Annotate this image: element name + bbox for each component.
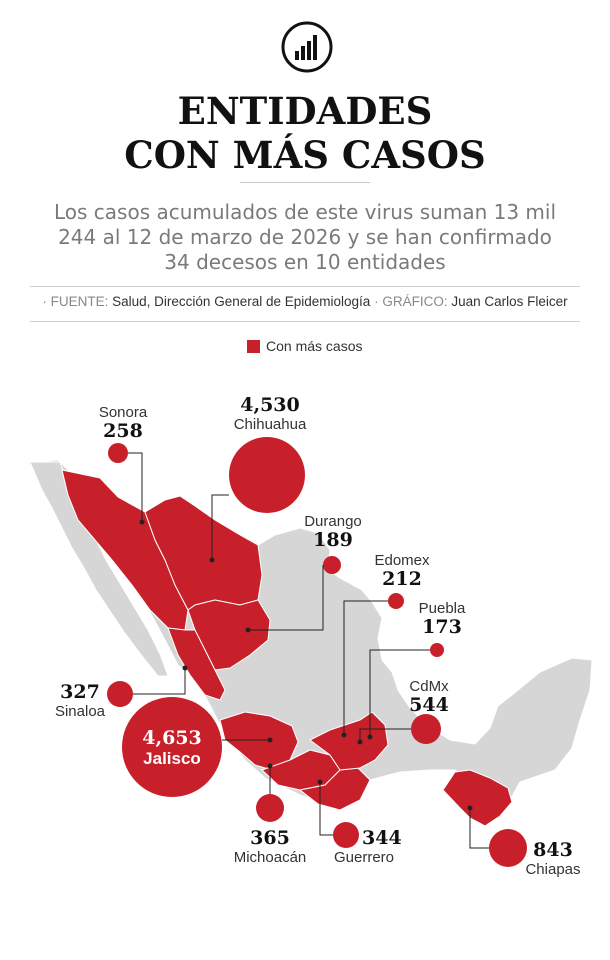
label-michoacan-value: 365 bbox=[250, 827, 290, 849]
credits-bottom-divider bbox=[30, 321, 580, 322]
state-center-cluster bbox=[309, 711, 389, 771]
subtitle-line2: 244 al 12 de marzo de 2026 y se han conf… bbox=[58, 225, 552, 249]
label-chihuahua-name: Chihuahua bbox=[233, 416, 307, 433]
dot-durango bbox=[245, 627, 251, 633]
label-chiapas-value: 843 bbox=[533, 839, 573, 861]
leader-chihuahua bbox=[211, 494, 229, 560]
label-chiapas: 843 Chiapas bbox=[520, 839, 586, 879]
dot-cdmx bbox=[357, 739, 363, 745]
label-chiapas-name: Chiapas bbox=[525, 861, 581, 878]
dot-puebla bbox=[367, 734, 373, 740]
leader-sinaloa bbox=[133, 668, 186, 695]
leader-durango bbox=[248, 565, 324, 631]
label-edomex: Edomex 212 bbox=[362, 552, 442, 590]
bubble-sinaloa bbox=[107, 681, 133, 707]
dot-chihuahua bbox=[209, 557, 215, 563]
label-guerrero-name: Guerrero bbox=[334, 849, 395, 866]
label-sonora-name: Sonora bbox=[98, 404, 148, 421]
label-guerrero-value: 344 bbox=[362, 827, 402, 849]
bar-chart-logo-icon bbox=[281, 21, 333, 73]
dot-sonora bbox=[139, 519, 145, 525]
label-sonora: Sonora 258 bbox=[80, 404, 166, 442]
credits: · FUENTE: Salud, Dirección General de Ep… bbox=[42, 294, 568, 309]
subtitle-line3: 34 decesos en 10 entidades bbox=[164, 250, 446, 274]
graphic-key: GRÁFICO: bbox=[382, 294, 448, 309]
dot-sinaloa bbox=[182, 665, 188, 671]
subtitle-line1: Los casos acumulados de este virus suman… bbox=[53, 200, 557, 224]
state-guerrero bbox=[298, 767, 371, 811]
credits-top-divider bbox=[30, 286, 580, 287]
label-jalisco-value: 4,653 bbox=[142, 727, 202, 749]
dot-chiapas bbox=[467, 805, 473, 811]
dot-guerrero bbox=[317, 779, 323, 785]
label-edomex-value: 212 bbox=[382, 568, 422, 590]
map-legend: Con más casos bbox=[247, 338, 362, 354]
label-cdmx: CdMx 544 bbox=[394, 678, 464, 716]
label-sonora-value: 258 bbox=[103, 420, 143, 442]
label-durango-name: Durango bbox=[304, 513, 362, 530]
leader-sonora bbox=[128, 452, 143, 522]
graphic-value: Juan Carlos Fleicer bbox=[451, 294, 568, 309]
label-sinaloa-value: 327 bbox=[60, 681, 100, 703]
bubble-jalisco bbox=[122, 697, 222, 797]
dot-michoacan bbox=[267, 763, 273, 769]
bubble-durango bbox=[323, 556, 341, 574]
label-puebla-value: 173 bbox=[422, 616, 462, 638]
label-cdmx-value: 544 bbox=[409, 694, 449, 716]
page-title-line2: CON MÁS CASOS bbox=[124, 133, 486, 177]
legend-swatch bbox=[247, 339, 260, 353]
subtitle: Los casos acumulados de este virus suman… bbox=[40, 200, 570, 275]
dot-edomex bbox=[341, 732, 347, 738]
dot-jalisco bbox=[267, 737, 273, 743]
label-sinaloa: 327 Sinaloa bbox=[40, 681, 120, 721]
bubble-cdmx bbox=[411, 714, 441, 744]
bubble-sonora bbox=[108, 443, 128, 463]
label-guerrero: 344 Guerrero bbox=[334, 827, 420, 867]
label-puebla: Puebla 173 bbox=[404, 600, 480, 638]
source-value: Salud, Dirección General de Epidemiologí… bbox=[112, 294, 371, 309]
bubble-guerrero bbox=[333, 822, 359, 848]
leader-chiapas bbox=[469, 808, 489, 849]
label-michoacan-name: Michoacán bbox=[233, 849, 307, 866]
label-michoacan: 365 Michoacán bbox=[222, 827, 318, 867]
label-puebla-name: Puebla bbox=[418, 600, 466, 617]
label-durango: Durango 189 bbox=[290, 513, 376, 551]
page-title-line1: ENTIDADES bbox=[177, 89, 433, 133]
leader-edomex bbox=[343, 600, 388, 735]
source-key: FUENTE: bbox=[50, 294, 109, 309]
bubble-michoacan bbox=[256, 794, 284, 822]
state-chiapas bbox=[442, 769, 513, 827]
title-divider bbox=[240, 182, 370, 183]
bubble-chiapas bbox=[489, 829, 527, 867]
leader-guerrero bbox=[319, 782, 333, 836]
leader-puebla bbox=[369, 649, 430, 737]
label-durango-value: 189 bbox=[313, 529, 353, 551]
label-chihuahua: 4,530 Chihuahua bbox=[222, 394, 318, 434]
label-chihuahua-value: 4,530 bbox=[240, 394, 300, 416]
label-sinaloa-name: Sinaloa bbox=[54, 703, 106, 720]
label-jalisco-name: Jalisco bbox=[143, 749, 201, 768]
label-edomex-name: Edomex bbox=[374, 552, 430, 569]
legend-label: Con más casos bbox=[266, 338, 363, 354]
bubble-edomex bbox=[388, 593, 404, 609]
bubble-puebla bbox=[430, 643, 444, 657]
label-cdmx-name: CdMx bbox=[409, 678, 449, 695]
label-jalisco: 4,653 Jalisco bbox=[122, 728, 222, 769]
bubble-chihuahua bbox=[229, 437, 305, 513]
leader-cdmx bbox=[359, 728, 411, 742]
